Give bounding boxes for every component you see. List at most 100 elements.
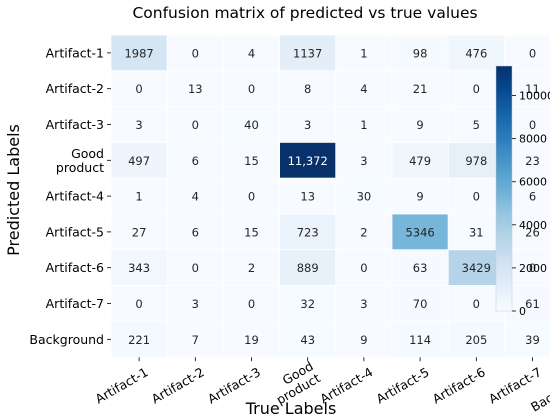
cell-value-label: 3 (360, 297, 367, 311)
cell-value-label: 63 (413, 261, 428, 275)
cell-value-label: 23 (525, 154, 540, 168)
colorbar-tick-label: 6000 (519, 176, 547, 189)
cell-value-label: 0 (192, 261, 199, 275)
heatmap-cell (335, 106, 393, 143)
heatmap-cell (279, 177, 337, 215)
cell-value-label: 205 (465, 333, 487, 347)
cell-value-label: 0 (473, 297, 480, 311)
cell-value-label: 30 (357, 190, 372, 204)
cell-value-label: 32 (300, 297, 315, 311)
cell-value-label: 0 (360, 261, 367, 275)
cell-value-label: 1 (360, 46, 367, 60)
cell-value-label: 479 (409, 154, 431, 168)
x-tick-label: Artifact-2 (149, 364, 207, 406)
heatmap-cell (391, 70, 449, 108)
heatmap-cell (391, 285, 449, 322)
cell-value-label: 4 (248, 46, 255, 60)
cell-value-label: 723 (297, 225, 319, 239)
cell-value-label: 3 (135, 118, 142, 132)
cell-value-label: 114 (409, 333, 431, 347)
y-tick-label: Good product (56, 146, 104, 175)
heatmap-cell (279, 141, 337, 179)
cell-value-label: 9 (416, 190, 423, 204)
cell-value-label: 11 (525, 82, 540, 96)
heatmap-cell (166, 249, 224, 287)
heatmap-cell (391, 106, 449, 143)
cell-value-label: 6 (192, 154, 199, 168)
heatmap-cell (110, 213, 168, 251)
heatmap-cell (279, 70, 337, 108)
cell-value-label: 978 (465, 154, 487, 168)
cell-value-label: 21 (413, 82, 428, 96)
cell-value-label: 889 (297, 261, 319, 275)
heatmap-cell (110, 141, 168, 179)
y-axis-label: Predicted Labels (4, 124, 23, 256)
cell-value-label: 8 (304, 82, 311, 96)
y-tick-labels: Artifact-1 Artifact-2 Artifact-3 Good produc… (29, 45, 111, 347)
cell-value-label: 40 (244, 118, 259, 132)
colorbar-tick-label: 8000 (519, 133, 547, 146)
cell-value-label: 0 (135, 82, 142, 96)
heatmap-cell (391, 249, 449, 287)
cell-value-label: 13 (300, 190, 315, 204)
cell-value-label: 98 (413, 46, 428, 60)
y-tick-label: Artifact-7 (46, 296, 104, 311)
y-tick-label: Artifact-4 (46, 189, 104, 204)
cell-value-label: 15 (244, 154, 259, 168)
chart-title: Confusion matrix of predicted vs true va… (132, 4, 477, 22)
cell-value-label: 0 (248, 82, 255, 96)
heatmap-cell (222, 249, 280, 287)
cell-value-label: 61 (525, 297, 540, 311)
heatmap-cell (222, 320, 280, 358)
cell-value-label: 5346 (405, 225, 434, 239)
cell-value-label: 2 (360, 225, 367, 239)
heatmap-cell (335, 285, 393, 322)
x-tick-label: Artifact-4 (317, 364, 375, 406)
x-tick-label: Artifact-1 (93, 364, 151, 406)
heatmap-cell (279, 285, 337, 322)
heatmap-cell (335, 34, 393, 72)
y-tick-label: Artifact-6 (46, 260, 104, 275)
heatmap-cell (222, 106, 280, 143)
cell-value-label: 1 (360, 118, 367, 132)
heatmap-cell (110, 106, 168, 143)
cell-value-label: 0 (473, 82, 480, 96)
heatmap-cell (222, 141, 280, 179)
heatmap-cell (222, 285, 280, 322)
y-tick-label: Artifact-1 (46, 45, 104, 60)
cell-value-label: 1137 (293, 46, 322, 60)
heatmap-cell (335, 320, 393, 358)
heatmap-cell (110, 320, 168, 358)
cell-value-label: 39 (525, 333, 540, 347)
colorbar-tick-label: 10000 (519, 90, 550, 103)
heatmap-cell (447, 285, 505, 322)
x-tick-label: Artifact-5 (374, 364, 432, 406)
y-tick-label: Artifact-3 (46, 117, 104, 132)
heatmap-cell (391, 34, 449, 72)
cell-value-label: 3 (192, 297, 199, 311)
heatmap-cell (447, 70, 505, 108)
cell-value-label: 0 (473, 190, 480, 204)
cell-value-label: 2 (248, 261, 255, 275)
y-tick-label: Artifact-5 (46, 224, 104, 239)
cell-value-label: 497 (128, 154, 150, 168)
colorbar-gradient (495, 65, 513, 312)
heatmap-cells (110, 34, 550, 358)
heatmap-cell (447, 249, 505, 287)
cell-value-label: 13 (188, 82, 203, 96)
cell-value-label: 3 (360, 154, 367, 168)
cell-value-label: 4 (360, 82, 367, 96)
colorbar-tick-label: 4000 (519, 219, 547, 232)
colorbar-tick-label: 2000 (519, 262, 547, 275)
heatmap-cell (335, 177, 393, 215)
cell-value-label: 0 (529, 261, 536, 275)
cell-value-label: 9 (416, 118, 423, 132)
cell-value-label: 5 (473, 118, 480, 132)
cell-value-label: 6 (192, 225, 199, 239)
heatmap-cell (447, 106, 505, 143)
heatmap-cell (335, 70, 393, 108)
cell-value-label: 7 (192, 333, 199, 347)
cell-value-label: 6 (529, 190, 536, 204)
colorbar-tick-label: 0 (519, 305, 526, 318)
